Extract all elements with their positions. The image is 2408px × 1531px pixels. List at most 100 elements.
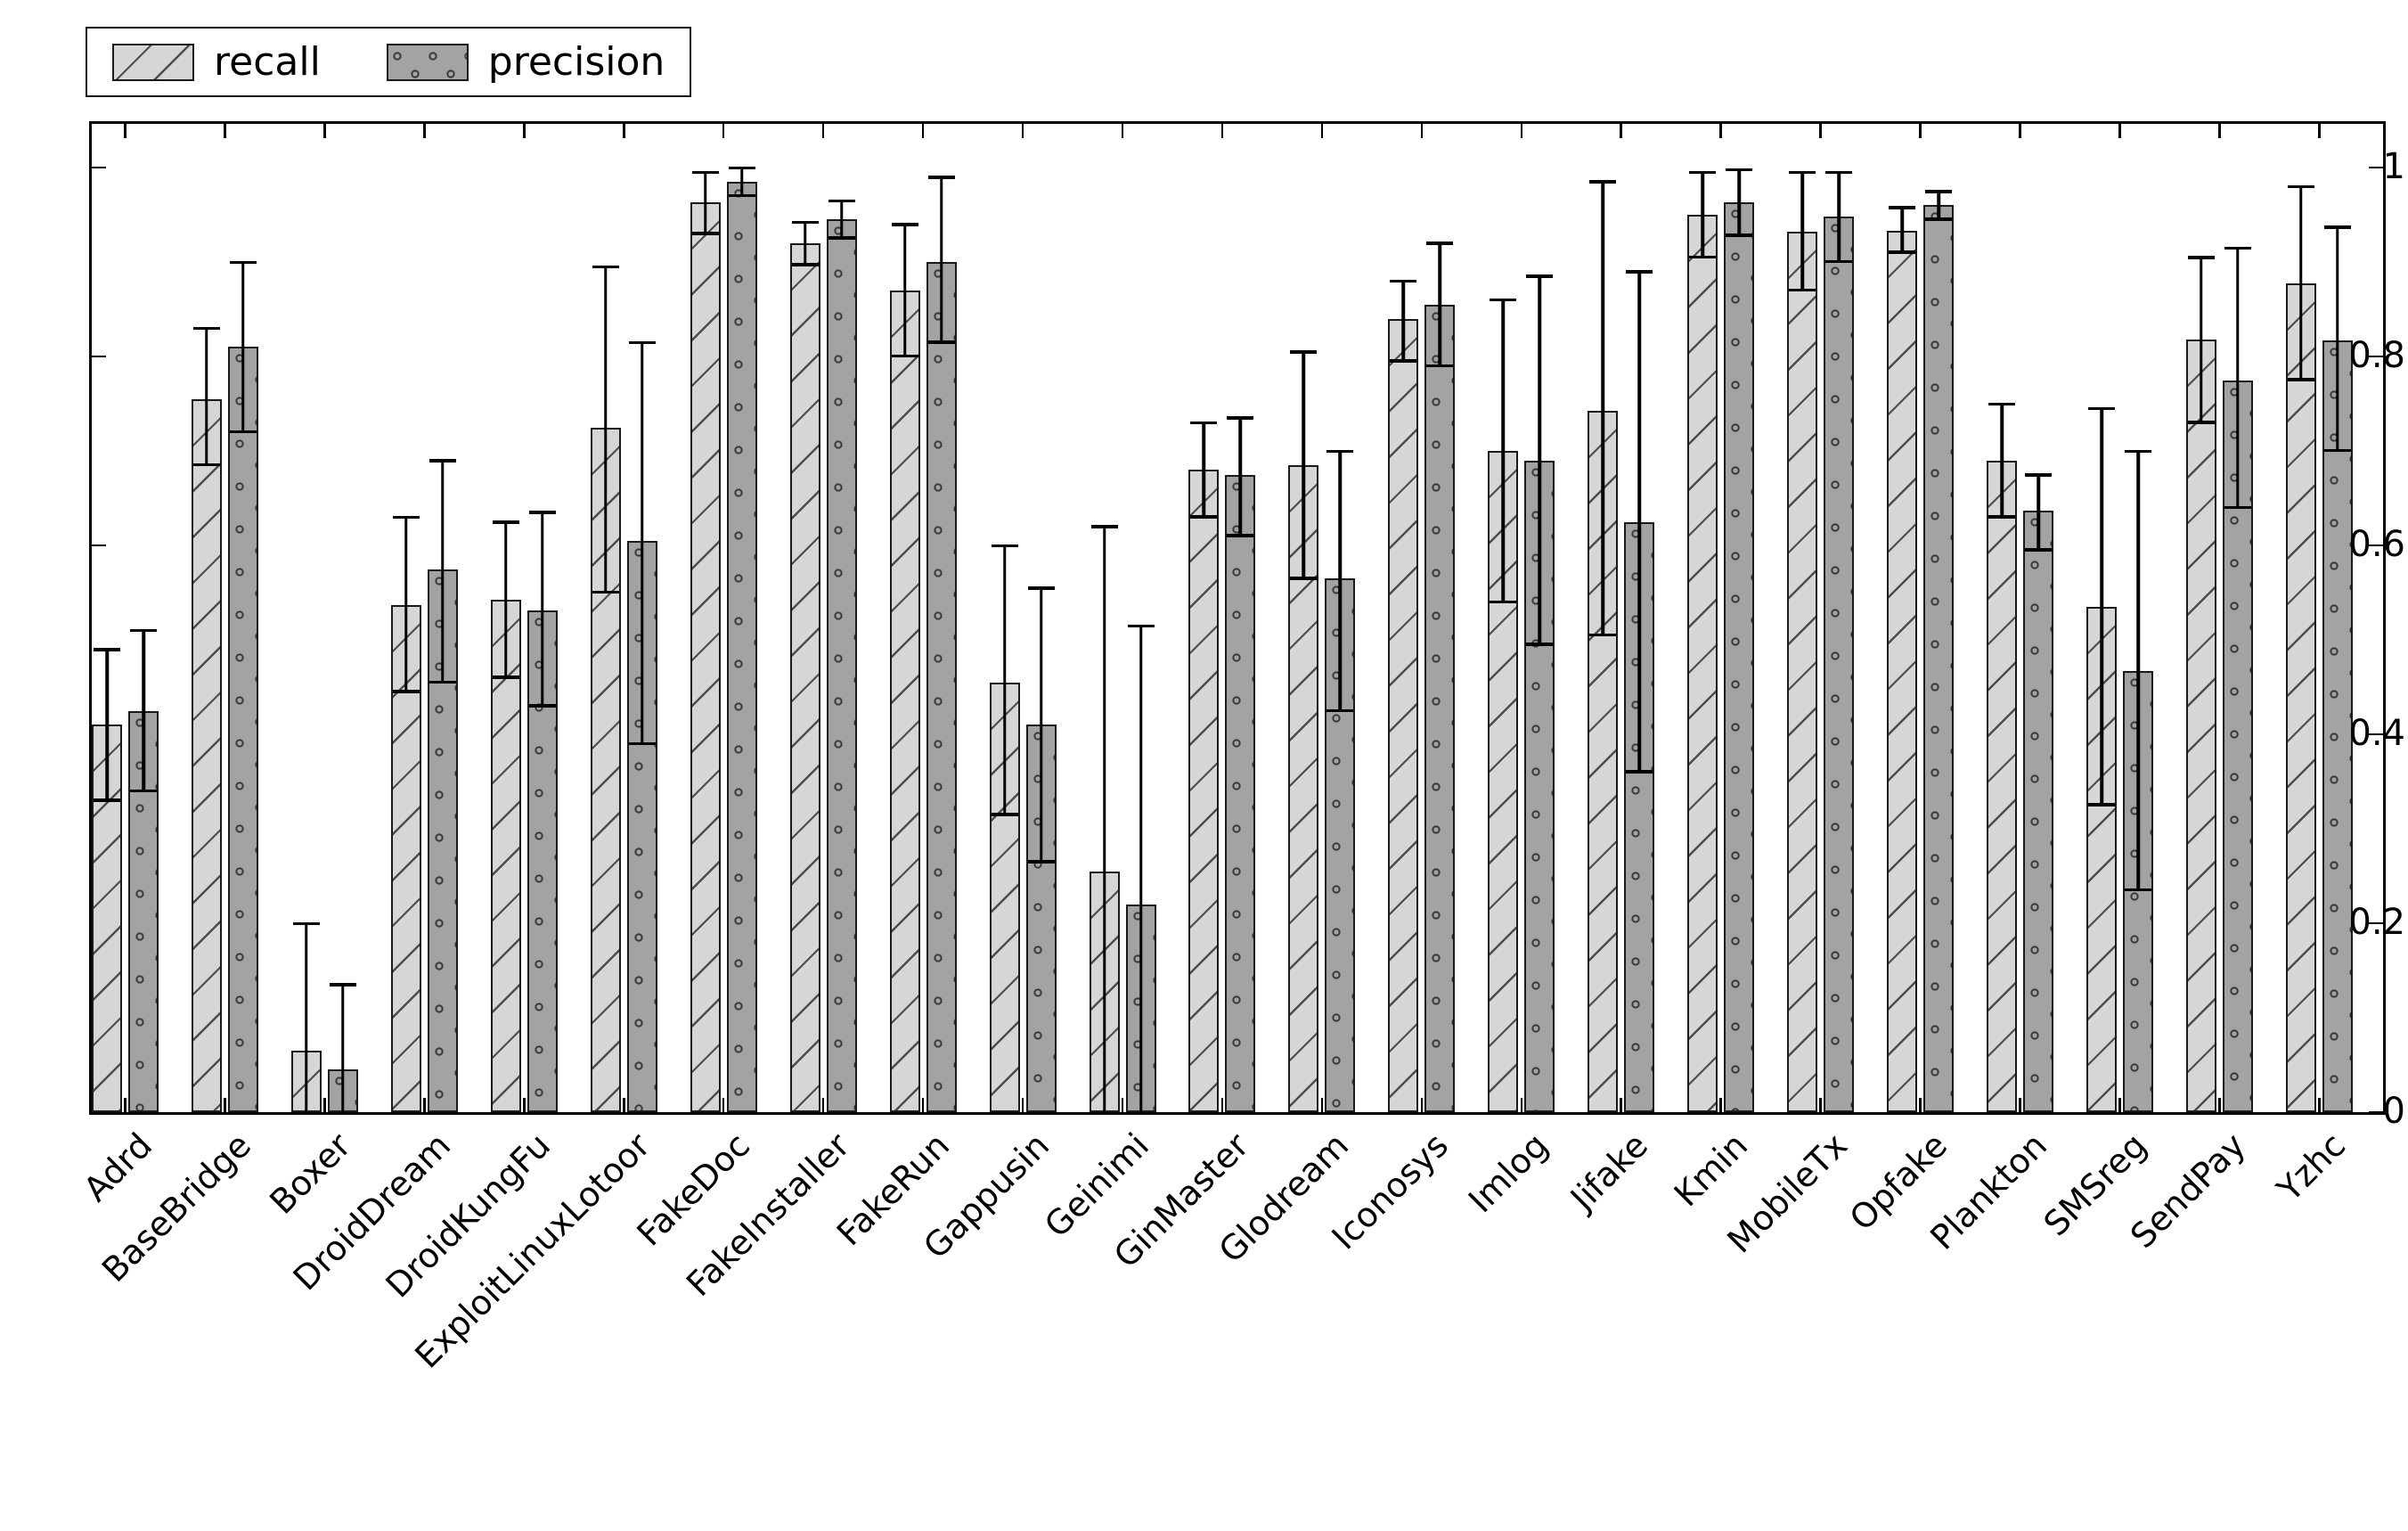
bar-precision bbox=[1225, 474, 1256, 1112]
x-tick-bottom bbox=[821, 1098, 825, 1112]
error-bar-line bbox=[1701, 172, 1704, 258]
error-cap-bottom bbox=[1726, 233, 1753, 237]
error-cap-bottom bbox=[2025, 548, 2053, 552]
bar-recall bbox=[191, 398, 222, 1112]
error-bar-line bbox=[1837, 172, 1841, 262]
bar-precision bbox=[1724, 202, 1755, 1112]
x-tick-bottom bbox=[1220, 1098, 1224, 1112]
error-bar-line bbox=[305, 923, 308, 1112]
x-tick-bottom bbox=[2318, 1098, 2321, 1112]
y-tick-left bbox=[92, 1110, 106, 1114]
error-bar-line bbox=[1202, 422, 1206, 518]
error-bar bbox=[1589, 180, 1617, 637]
error-bar bbox=[130, 628, 157, 793]
error-cap-top bbox=[1326, 449, 1354, 453]
y-tick-right bbox=[2369, 921, 2383, 925]
error-cap-top bbox=[1127, 624, 1155, 628]
error-cap-top bbox=[1526, 274, 1554, 278]
x-tick-bottom bbox=[124, 1098, 127, 1112]
error-bar bbox=[528, 511, 556, 708]
x-tick-top bbox=[224, 124, 226, 138]
error-bar bbox=[94, 648, 120, 802]
error-cap-top bbox=[2224, 246, 2251, 250]
error-cap-top bbox=[628, 340, 656, 345]
x-tick-bottom bbox=[224, 1098, 226, 1112]
error-bar-line bbox=[1900, 207, 1904, 253]
error-cap-top bbox=[528, 511, 556, 514]
error-bar-line bbox=[2000, 404, 2004, 518]
error-bar bbox=[791, 220, 819, 266]
error-bar bbox=[1290, 350, 1318, 580]
error-bar bbox=[2287, 184, 2314, 381]
error-cap-bottom bbox=[1426, 364, 1454, 368]
error-bar bbox=[1090, 525, 1118, 1112]
x-tick-top bbox=[1719, 124, 1722, 138]
error-cap-top bbox=[429, 459, 456, 463]
error-cap-top bbox=[94, 648, 120, 651]
error-cap-top bbox=[1589, 180, 1617, 184]
x-tick-top bbox=[1819, 124, 1822, 138]
error-bar-line bbox=[2236, 248, 2240, 508]
error-cap-bottom bbox=[2088, 803, 2115, 806]
error-cap-top bbox=[492, 520, 519, 524]
error-cap-bottom bbox=[1689, 255, 1717, 259]
error-cap-top bbox=[2088, 406, 2115, 411]
x-tick-top bbox=[2218, 124, 2221, 138]
y-tick-left bbox=[92, 166, 106, 169]
legend-label-precision: precision bbox=[487, 39, 665, 85]
x-tick-bottom bbox=[1819, 1098, 1822, 1112]
error-cap-bottom bbox=[1526, 643, 1554, 646]
error-bar-line bbox=[939, 176, 943, 343]
error-cap-top bbox=[329, 983, 356, 987]
x-tick-bottom bbox=[1719, 1098, 1722, 1112]
error-cap-top bbox=[2287, 184, 2314, 189]
bar-recall bbox=[1887, 231, 1918, 1112]
error-bar bbox=[1925, 190, 1953, 221]
error-cap-bottom bbox=[2187, 421, 2215, 424]
error-cap-bottom bbox=[592, 590, 619, 594]
error-bar-line bbox=[1102, 526, 1106, 1112]
bar-recall bbox=[889, 290, 920, 1112]
error-bar bbox=[1726, 168, 1753, 237]
error-cap-top bbox=[1227, 416, 1254, 420]
error-bar bbox=[1889, 206, 1916, 254]
x-tick-bottom bbox=[622, 1098, 625, 1112]
error-bar bbox=[2025, 473, 2053, 552]
error-cap-top bbox=[691, 170, 719, 175]
error-bar bbox=[492, 520, 519, 679]
x-tick-top bbox=[1021, 124, 1024, 138]
error-cap-top bbox=[1925, 190, 1953, 193]
error-cap-bottom bbox=[492, 675, 519, 679]
error-bar-line bbox=[541, 512, 544, 707]
error-bar-line bbox=[1538, 275, 1542, 645]
y-tick-right bbox=[2369, 1110, 2383, 1114]
error-cap-top bbox=[1090, 525, 1118, 528]
error-bar bbox=[392, 515, 420, 693]
error-cap-bottom bbox=[1889, 250, 1916, 254]
error-cap-bottom bbox=[1290, 577, 1318, 580]
error-bar-line bbox=[604, 266, 608, 593]
error-bar bbox=[1526, 274, 1554, 646]
error-bar-line bbox=[404, 517, 408, 692]
bar-recall bbox=[490, 600, 521, 1112]
bar-precision bbox=[2322, 340, 2353, 1112]
x-tick-top bbox=[1420, 124, 1424, 138]
error-bar bbox=[1326, 449, 1354, 712]
error-bar-line bbox=[839, 201, 844, 239]
error-cap-top bbox=[1626, 270, 1653, 274]
x-tick-top bbox=[423, 124, 426, 138]
bar-precision bbox=[1923, 205, 1955, 1112]
error-cap-bottom bbox=[927, 340, 955, 344]
error-cap-bottom bbox=[1390, 359, 1417, 363]
error-cap-bottom bbox=[1789, 288, 1816, 292]
x-tick-bottom bbox=[722, 1098, 725, 1112]
error-cap-top bbox=[1490, 298, 1517, 302]
error-bar-line bbox=[241, 262, 245, 432]
error-cap-top bbox=[2323, 225, 2351, 229]
bar-precision bbox=[1325, 578, 1356, 1112]
error-bar-line bbox=[2100, 408, 2103, 806]
bar-recall bbox=[2086, 606, 2117, 1112]
error-cap-bottom bbox=[229, 430, 257, 434]
error-bar-line bbox=[2336, 226, 2339, 451]
error-cap-top bbox=[927, 176, 955, 179]
